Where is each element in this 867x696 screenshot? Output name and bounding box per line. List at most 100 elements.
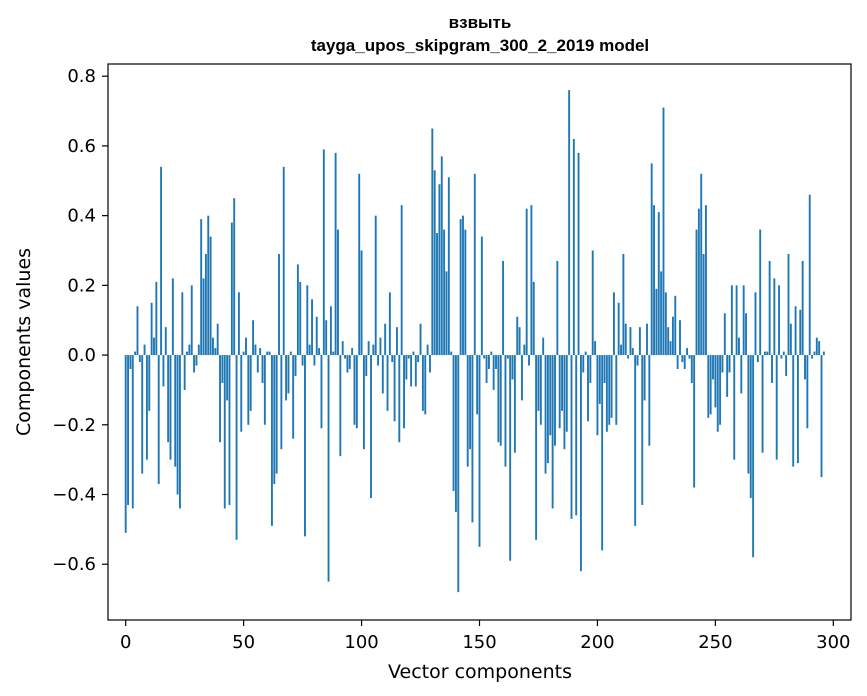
bar-165 <box>513 355 516 453</box>
bar-127 <box>424 355 427 415</box>
bar-222 <box>648 355 651 446</box>
bar-125 <box>419 323 422 356</box>
bar-203 <box>603 355 606 383</box>
bar-247 <box>707 355 710 418</box>
bar-79 <box>311 299 313 356</box>
bar-139 <box>452 355 455 492</box>
bar-98 <box>355 355 358 429</box>
bar-120 <box>407 355 410 359</box>
bar-226 <box>657 212 660 356</box>
bar-253 <box>721 355 724 373</box>
bar-263 <box>745 313 747 356</box>
bar-295 <box>820 355 823 478</box>
bar-149 <box>476 355 479 415</box>
bar-134 <box>440 156 443 356</box>
bar-47 <box>235 355 238 540</box>
bar-174 <box>535 355 538 540</box>
bar-167 <box>518 327 521 356</box>
bar-49 <box>240 355 243 432</box>
bar-89 <box>334 152 337 356</box>
bar-77 <box>306 285 309 356</box>
bar-13 <box>155 281 158 356</box>
bar-101 <box>362 355 365 450</box>
bar-58 <box>261 355 264 383</box>
bar-227 <box>660 271 663 356</box>
bar-238 <box>686 348 689 356</box>
bar-135 <box>443 229 446 356</box>
bar-186 <box>563 355 566 450</box>
bar-201 <box>598 355 601 404</box>
bar-224 <box>653 205 655 356</box>
bar-208 <box>615 355 618 425</box>
bar-36 <box>209 236 212 356</box>
bar-20 <box>171 278 174 356</box>
bar-212 <box>624 323 627 356</box>
x-tick-label: 250 <box>698 632 732 653</box>
bar-289 <box>806 355 809 429</box>
bar-81 <box>315 316 318 356</box>
bar-132 <box>436 233 438 356</box>
bar-39 <box>216 323 219 356</box>
bar-233 <box>674 295 677 356</box>
bar-259 <box>735 285 738 356</box>
bar-159 <box>499 355 502 446</box>
bar-179 <box>546 355 549 464</box>
bar-52 <box>247 355 250 425</box>
bar-187 <box>565 355 568 432</box>
bar-108 <box>379 337 382 356</box>
y-tick-label: −0.6 <box>52 554 96 575</box>
bar-121 <box>410 355 413 387</box>
bar-290 <box>808 194 811 356</box>
bar-96 <box>351 348 354 356</box>
bar-276 <box>775 355 778 460</box>
bar-5 <box>136 306 139 356</box>
bar-100 <box>360 250 363 356</box>
bar-69 <box>287 355 290 394</box>
bar-129 <box>429 355 431 373</box>
bar-209 <box>617 302 620 356</box>
bar-163 <box>509 355 512 561</box>
chart-title: взвыть <box>449 13 512 32</box>
bar-277 <box>778 285 781 356</box>
bar-258 <box>733 355 736 460</box>
bar-21 <box>174 355 177 467</box>
bar-10 <box>148 355 151 411</box>
bar-140 <box>454 355 457 512</box>
bar-252 <box>719 355 722 425</box>
bar-46 <box>233 198 236 356</box>
bar-292 <box>813 351 816 356</box>
bar-198 <box>591 250 594 356</box>
bar-131 <box>433 170 436 356</box>
bar-68 <box>285 355 288 401</box>
bar-172 <box>530 205 533 356</box>
bar-272 <box>766 351 769 356</box>
bar-87 <box>329 306 332 356</box>
bar-55 <box>254 344 257 356</box>
bar-166 <box>516 316 519 356</box>
bar-266 <box>752 355 755 558</box>
y-axis-label: Components values <box>13 248 35 436</box>
bar-93 <box>344 355 346 359</box>
bar-262 <box>742 285 745 356</box>
bar-199 <box>594 341 597 356</box>
bar-236 <box>681 355 684 363</box>
bar-151 <box>480 236 483 356</box>
bar-267 <box>754 292 757 356</box>
bar-119 <box>405 355 408 380</box>
bar-261 <box>740 355 743 394</box>
bar-17 <box>164 327 167 356</box>
bar-116 <box>398 355 401 443</box>
bar-213 <box>627 355 630 359</box>
bar-88 <box>332 351 335 356</box>
bar-211 <box>622 253 625 356</box>
bar-30 <box>195 355 198 366</box>
bar-242 <box>695 229 698 356</box>
bar-18 <box>167 355 170 443</box>
bar-161 <box>504 355 507 467</box>
bar-221 <box>646 323 648 356</box>
bar-207 <box>613 292 615 356</box>
bar-33 <box>202 278 205 356</box>
bar-178 <box>544 355 547 474</box>
bar-202 <box>601 355 604 551</box>
